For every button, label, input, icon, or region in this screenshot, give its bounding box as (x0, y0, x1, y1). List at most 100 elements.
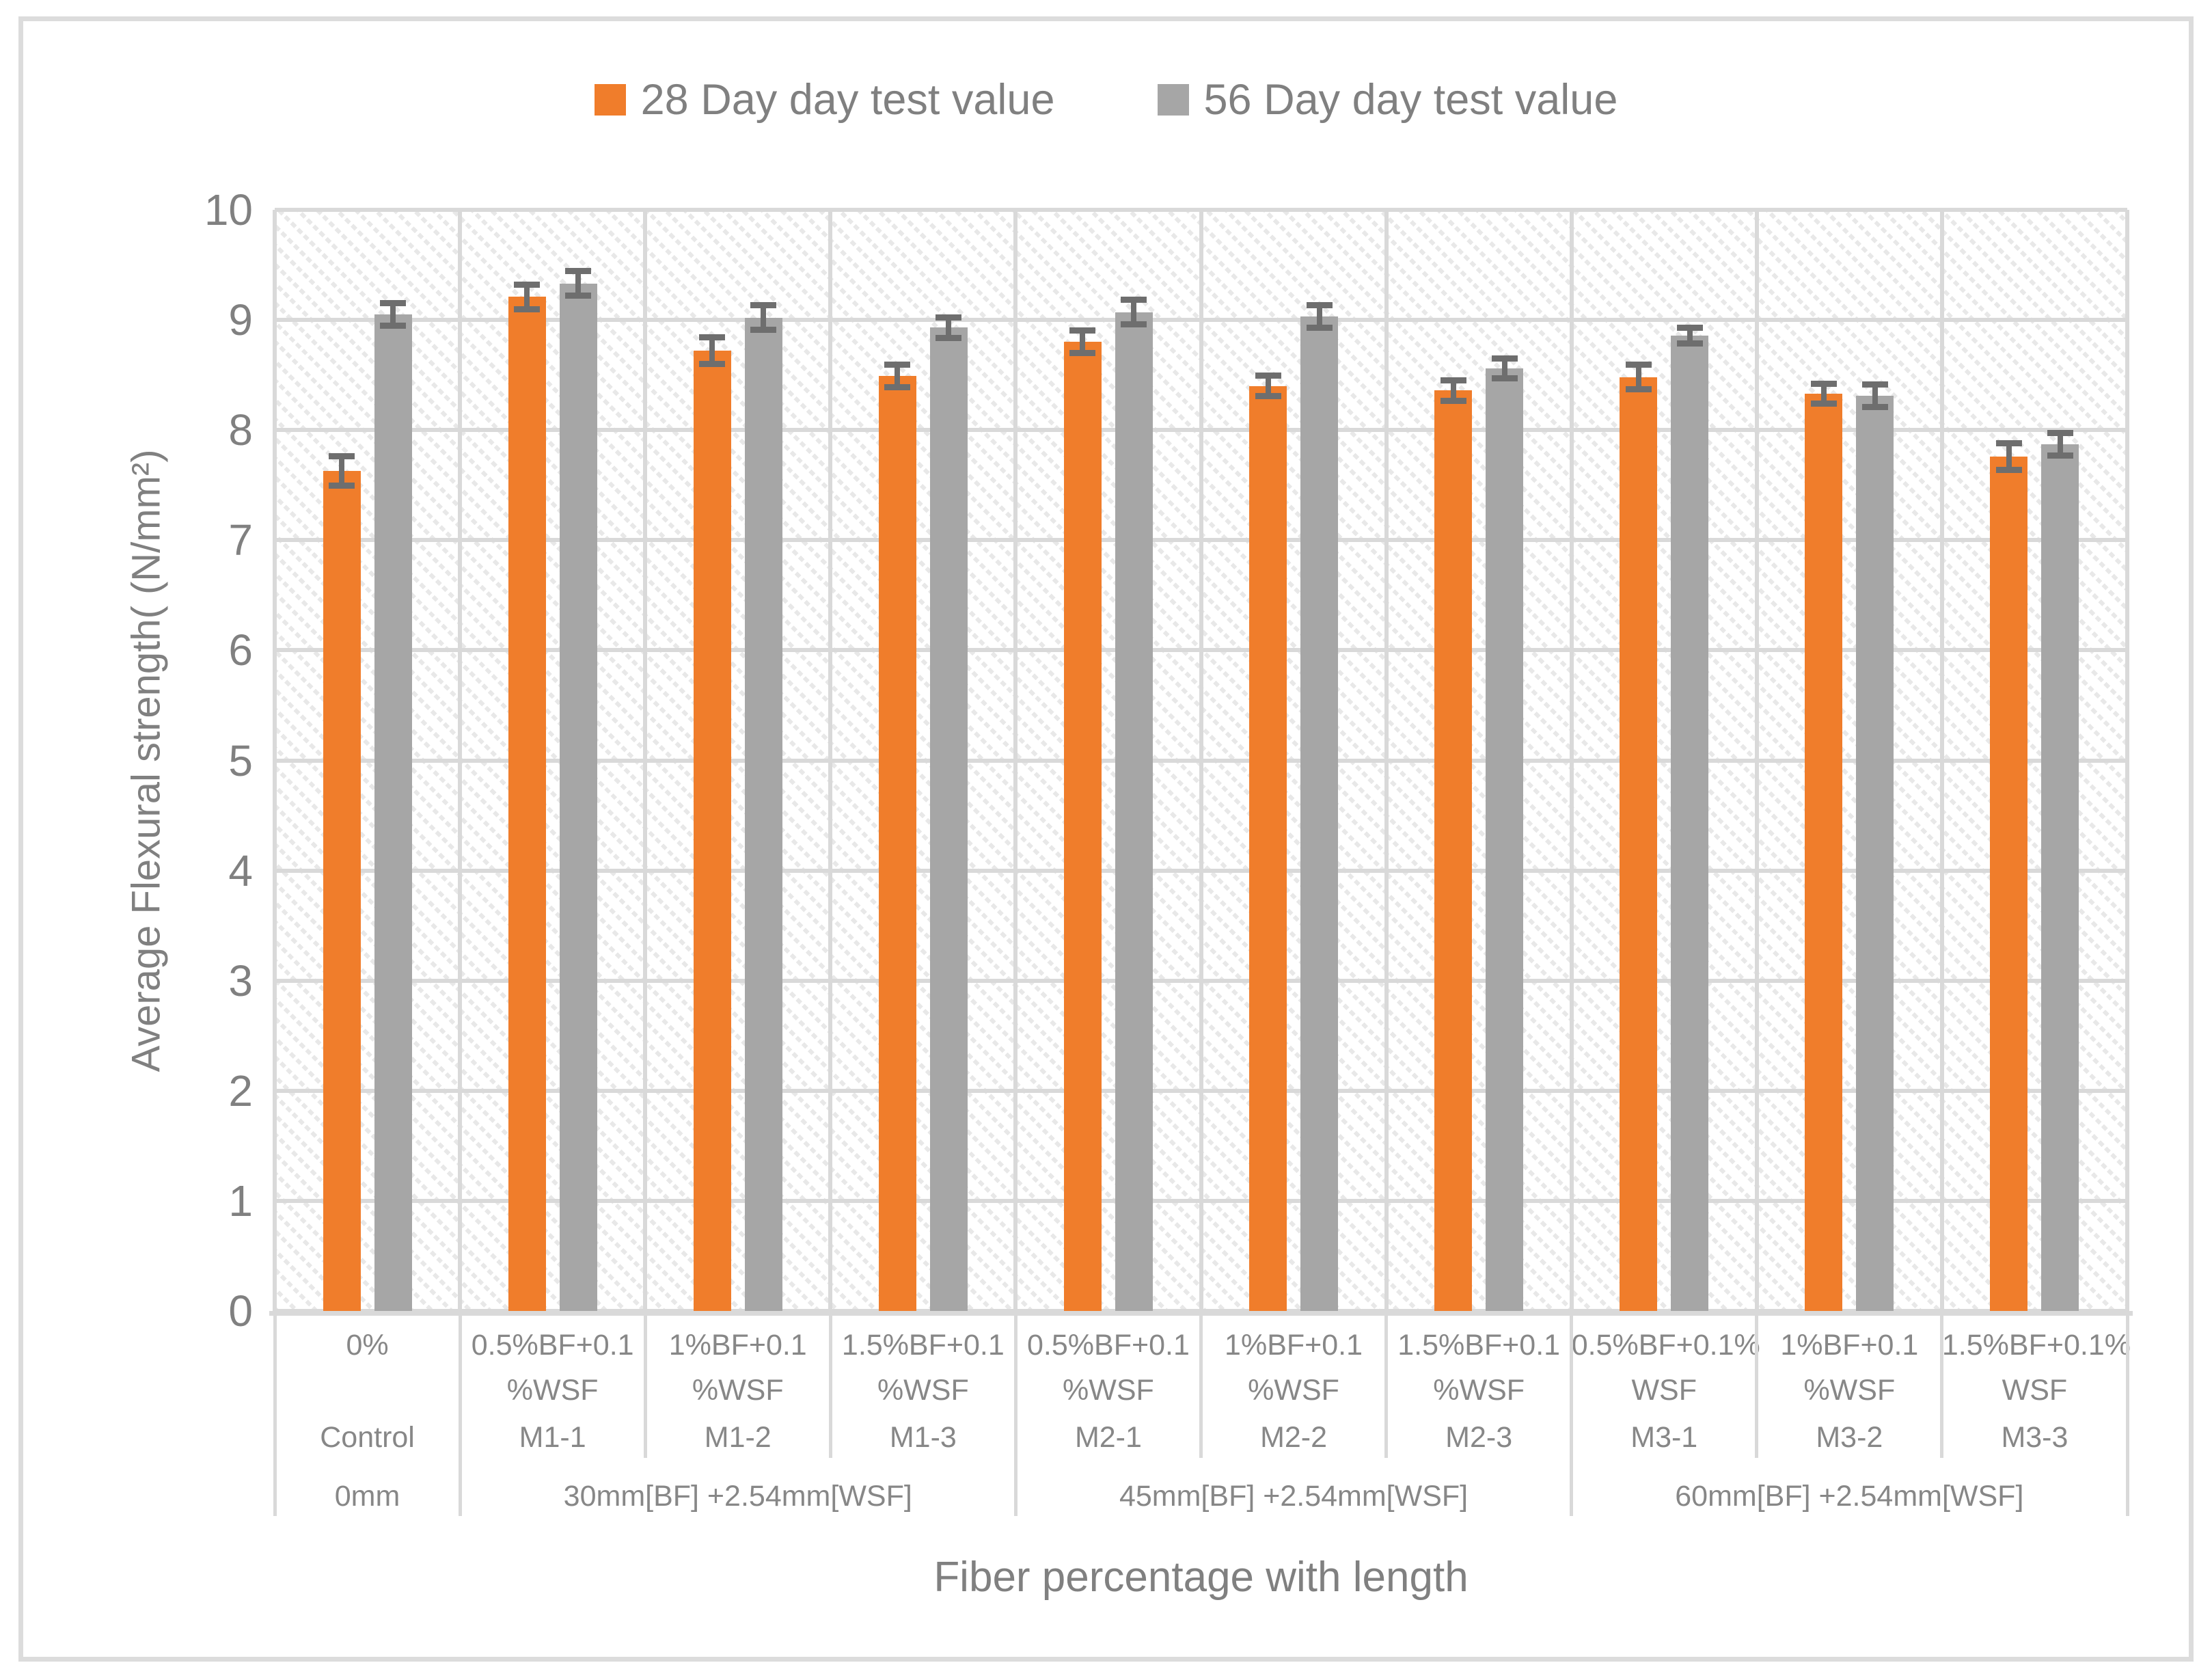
error-bar (936, 314, 962, 341)
legend-swatch-icon (594, 84, 626, 116)
error-bar-stem (2006, 439, 2012, 474)
category-mix-label: 0% (346, 1329, 389, 1362)
y-tick-label: 4 (228, 845, 253, 895)
axis-separator (1755, 1316, 1759, 1458)
category-code-label: M3-3 (2001, 1421, 2068, 1454)
error-bar-cap-top (1491, 355, 1518, 362)
error-bar (1491, 355, 1518, 382)
error-bar (884, 362, 911, 391)
error-bar-cap-bottom (1491, 375, 1518, 382)
axis-separator (643, 1316, 647, 1458)
error-bar-stem (1316, 302, 1322, 331)
category-mix-label: 1%BF+0.1 %WSF (1225, 1329, 1363, 1407)
bar-28day (1063, 342, 1102, 1311)
bar-28day (1990, 456, 2028, 1311)
category-mix-label: 1.5%BF+0.1 %WSF (841, 1329, 1005, 1407)
axis-separator (1199, 1316, 1203, 1458)
bar-56day (2041, 444, 2079, 1311)
error-bar (565, 268, 592, 299)
y-tick-label: 9 (228, 295, 253, 345)
error-bar-cap-top (1861, 381, 1888, 388)
gridline-vertical (1939, 210, 1944, 1311)
gridline-horizontal (275, 978, 2127, 983)
error-bar (329, 453, 355, 489)
y-tick-label: 6 (228, 625, 253, 675)
bar-56day (1486, 368, 1524, 1311)
category-code-label: M1-3 (889, 1421, 957, 1454)
bar-28day (508, 297, 546, 1311)
error-bar (1676, 324, 1703, 347)
error-bar-cap-bottom (565, 293, 592, 299)
error-bar-cap-top (1306, 302, 1333, 309)
category-code-label: M1-2 (704, 1421, 772, 1454)
y-tick-label: 2 (228, 1066, 253, 1115)
y-tick-label: 3 (228, 956, 253, 1005)
group-length-label: 45mm[BF] +2.54mm[WSF] (1119, 1480, 1469, 1513)
category-code-label: M3-2 (1816, 1421, 1883, 1454)
bar-28day (1620, 377, 1658, 1311)
error-bar-cap-top (1255, 373, 1281, 379)
legend-item-label: 56 Day day test value (1203, 76, 1618, 124)
gridline-vertical (1384, 210, 1389, 1311)
category-mix-label: 1%BF+0.1 %WSF (1780, 1329, 1919, 1407)
bar-28day (323, 470, 361, 1311)
error-bar-cap-top (565, 268, 592, 275)
group-length-label: 30mm[BF] +2.54mm[WSF] (563, 1480, 912, 1513)
gridline-vertical (1754, 210, 1759, 1311)
bar-56day (1671, 335, 1709, 1311)
error-bar-cap-bottom (1255, 393, 1281, 400)
group-length-label: 0mm (334, 1480, 400, 1513)
error-bar-cap-top (1995, 439, 2022, 446)
gridline-vertical (2125, 210, 2129, 1311)
error-bar-cap-top (884, 362, 911, 368)
error-bar (750, 302, 777, 334)
error-bar-cap-top (2047, 430, 2073, 437)
error-bar-cap-bottom (699, 361, 726, 368)
category-code-label: Control (320, 1421, 415, 1454)
error-bar (1440, 377, 1466, 404)
category-label-cell: 1.5%BF+0.1 %WSF M1-3 (830, 1316, 1015, 1459)
error-bar-cap-bottom (1440, 397, 1466, 404)
category-mix-label: 1%BF+0.1 %WSF (668, 1329, 807, 1407)
error-bar-cap-bottom (329, 482, 355, 489)
error-bar (1995, 439, 2022, 474)
category-label-cell: 1.5%BF+0.1 %WSF M2-3 (1387, 1316, 1572, 1459)
error-bar-stem (575, 268, 582, 299)
y-tick-label: 7 (228, 515, 253, 565)
gridline-horizontal (275, 868, 2127, 873)
bar-56day (374, 314, 412, 1311)
axis-separator (2125, 1316, 2129, 1516)
category-label-cell: 0.5%BF+0.1 %WSF M2-1 (1015, 1316, 1201, 1459)
bar-56day (1115, 312, 1153, 1311)
error-bar-stem (339, 453, 344, 489)
category-label-cell: 0.5%BF+0.1% WSF M3-1 (1571, 1316, 1760, 1459)
gridline-horizontal (275, 1198, 2127, 1203)
gridline-horizontal (275, 1309, 2127, 1313)
category-code-label: M1-1 (519, 1421, 586, 1454)
error-bar-cap-bottom (936, 334, 962, 341)
bar-28day (878, 376, 916, 1311)
error-bar-cap-bottom (380, 322, 406, 329)
category-code-label: M2-1 (1074, 1421, 1142, 1454)
error-bar (1810, 380, 1837, 407)
error-bar-cap-bottom (884, 384, 911, 391)
category-mix-label: 1.5%BF+0.1% WSF (1941, 1329, 2131, 1407)
category-label-cell: 0% Control (275, 1316, 460, 1459)
category-label-cell: 1%BF+0.1 %WSF M2-2 (1201, 1316, 1387, 1459)
axis-separator (1384, 1316, 1389, 1458)
error-bar-cap-bottom (1995, 467, 2022, 474)
category-mix-label: 0.5%BF+0.1% WSF (1571, 1329, 1760, 1407)
category-code-label: M2-2 (1260, 1421, 1328, 1454)
category-label-cell: 1.5%BF+0.1% WSF M3-3 (1941, 1316, 2131, 1459)
error-bar-cap-top (1810, 380, 1837, 387)
error-bar-stem (761, 302, 767, 334)
y-tick-label: 8 (228, 405, 253, 455)
legend-swatch-icon (1157, 84, 1189, 116)
category-mix-label: 0.5%BF+0.1 %WSF (1027, 1329, 1190, 1407)
legend-item-label: 28 Day day test value (640, 76, 1055, 124)
error-bar-stem (946, 314, 952, 341)
error-bar-cap-top (380, 300, 406, 307)
category-label-cell: 0.5%BF+0.1 %WSF M1-1 (460, 1316, 645, 1459)
error-bar-stem (1450, 377, 1456, 404)
error-bar-stem (1131, 297, 1137, 328)
